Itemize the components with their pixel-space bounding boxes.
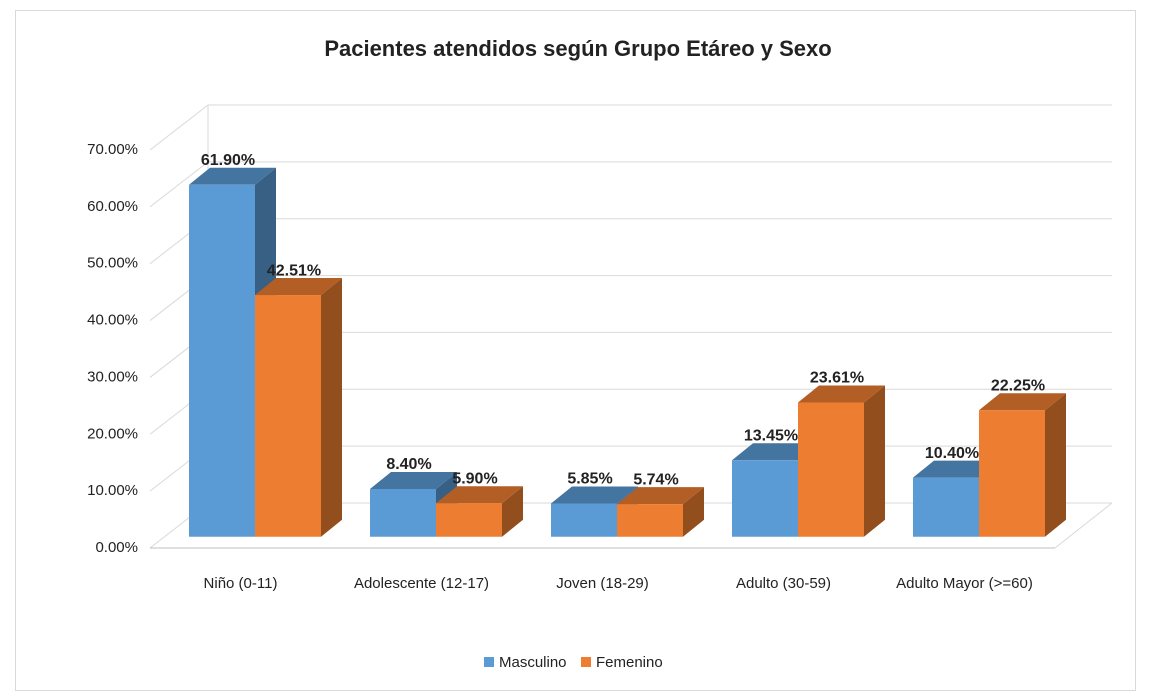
data-label: 61.90%	[201, 152, 255, 169]
bar-front	[255, 295, 321, 537]
data-label: 5.74%	[633, 471, 678, 488]
bar-top	[798, 385, 885, 403]
bar-top	[189, 167, 276, 185]
bar-top	[979, 393, 1066, 411]
grid-line-side	[149, 104, 209, 151]
data-label: 42.51%	[267, 262, 321, 279]
bar-side	[1045, 393, 1066, 537]
bar-front	[798, 402, 864, 537]
data-label: 13.45%	[744, 427, 798, 444]
data-label: 5.90%	[452, 470, 497, 487]
x-tick-label: Adolescente (12-17)	[353, 575, 490, 592]
legend-swatch	[484, 657, 494, 667]
legend-label: Masculino	[499, 653, 567, 671]
y-tick-label: 0.00%	[95, 539, 138, 556]
bar-top	[913, 460, 1000, 478]
legend-swatch	[581, 657, 591, 667]
bar-front	[617, 504, 683, 537]
y-tick-label: 70.00%	[87, 141, 138, 158]
data-label: 8.40%	[386, 456, 431, 473]
bar-top	[255, 278, 342, 296]
data-label: 5.85%	[567, 471, 612, 488]
bar-side	[321, 278, 342, 537]
bar-front	[551, 503, 617, 537]
bar-front	[913, 477, 979, 537]
y-tick-label: 60.00%	[87, 198, 138, 215]
bar-front	[979, 410, 1045, 537]
bar-front	[732, 460, 798, 537]
y-tick-label: 30.00%	[87, 368, 138, 385]
bar-side	[502, 486, 523, 537]
bar-top	[436, 486, 523, 504]
legend-item: Femenino	[581, 652, 663, 672]
bar-side	[683, 487, 704, 537]
data-label: 23.61%	[810, 370, 864, 387]
x-tick-label: Adulto (30-59)	[735, 575, 832, 592]
y-tick-label: 10.00%	[87, 482, 138, 499]
bar-side	[864, 385, 885, 537]
floor-right	[1054, 502, 1113, 549]
bar-front	[189, 184, 255, 537]
y-tick-label: 20.00%	[87, 425, 138, 442]
x-tick-label: Joven (18-29)	[556, 575, 649, 592]
legend-item: Masculino	[484, 652, 567, 672]
bar-top	[617, 487, 704, 505]
data-label: 22.25%	[991, 377, 1045, 394]
legend-label: Femenino	[596, 653, 663, 671]
y-tick-label: 50.00%	[87, 255, 138, 272]
y-tick-label: 40.00%	[87, 312, 138, 329]
bar-top	[551, 486, 638, 504]
data-label: 10.40%	[925, 445, 979, 462]
grid-line-side	[149, 161, 209, 208]
bar-front	[370, 488, 436, 537]
x-tick-label: Adulto Mayor (>=60)	[896, 575, 1033, 592]
bar-front	[436, 503, 502, 537]
bar-top	[732, 443, 819, 461]
x-tick-label: Niño (0-11)	[203, 575, 278, 592]
chart-title: Pacientes atendidos según Grupo Etáreo y…	[324, 36, 831, 61]
bar-top	[370, 471, 457, 489]
